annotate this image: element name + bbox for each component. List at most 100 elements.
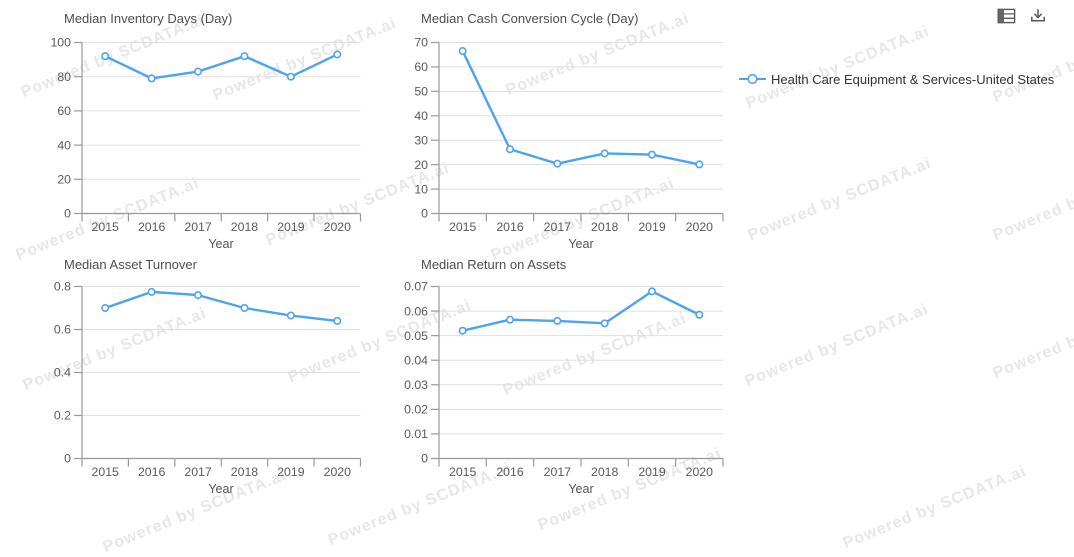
data-point-marker[interactable] (286, 311, 295, 320)
y-tick-label: 0 (421, 207, 428, 221)
x-tick-label: 2017 (184, 465, 212, 479)
data-point-marker[interactable] (553, 316, 562, 325)
data-point-marker[interactable] (101, 303, 110, 312)
data-point-marker[interactable] (147, 287, 156, 296)
y-tick-label: 40 (57, 138, 71, 152)
chart-median-inventory-days: 0 20 40 60 80 100 2015 2016 2017 2018 2019 2020 (50, 36, 362, 234)
watermark-text: Powered by SCDATA.ai (742, 300, 932, 391)
chart-median-cash-conversion-cycle: 0 10 20 30 40 50 60 70 2015 2016 2017 2018 2019 2020 (414, 36, 724, 234)
x-tick-label: 2015 (449, 220, 477, 234)
y-tick-label: 40 (414, 109, 428, 123)
y-tick-label: 20 (414, 158, 428, 172)
x-tick-label: 2016 (138, 220, 166, 234)
y-tick-label: 0.8 (54, 280, 71, 294)
y-tick-label: 0 (64, 452, 71, 466)
y-tick-label: 70 (414, 36, 428, 50)
y-tick-label: 0.06 (404, 304, 428, 318)
series-line (104, 290, 339, 323)
y-tick-label: 0 (421, 452, 428, 466)
y-tick-label: 100 (50, 36, 71, 50)
download-icon (1029, 7, 1047, 25)
data-point-marker[interactable] (695, 160, 704, 169)
watermark-text: Powered by SCDATA.ai (745, 154, 935, 245)
y-tick-label: 0.05 (404, 329, 428, 343)
x-tick-label: 2018 (591, 465, 619, 479)
data-point-marker[interactable] (101, 52, 110, 61)
data-point-marker[interactable] (458, 326, 467, 335)
x-tick-label: 2019 (638, 220, 666, 234)
data-point-marker[interactable] (240, 52, 249, 61)
watermark-text: Powered by SCDATA.ai (990, 155, 1074, 245)
y-tick-label: 10 (414, 182, 428, 196)
x-tick-label: 2017 (544, 220, 572, 234)
series-line (104, 53, 339, 80)
chart-median-return-on-assets: 0 0.01 0.02 0.03 0.04 0.05 0.06 0.07 2015 2016 201… (404, 280, 724, 479)
x-tick-label: 2015 (92, 220, 120, 234)
series-line (461, 49, 701, 166)
data-point-marker[interactable] (600, 149, 609, 158)
chart-title-return-on-assets: Median Return on Assets (421, 257, 567, 272)
data-point-marker[interactable] (240, 303, 249, 312)
data-point-marker[interactable] (505, 315, 514, 324)
series-line (461, 290, 701, 332)
watermark-text: Powered by SCDATA.ai (990, 17, 1074, 107)
chart-title-inventory-days: Median Inventory Days (Day) (64, 11, 233, 26)
data-point-marker[interactable] (147, 74, 156, 83)
x-axis-title: Year (208, 237, 234, 251)
chart-title-cash-conversion: Median Cash Conversion Cycle (Day) (421, 11, 639, 26)
data-point-marker[interactable] (600, 319, 609, 328)
data-point-marker[interactable] (553, 159, 562, 168)
watermark-text: Powered by SCDATA.ai (743, 22, 933, 113)
y-tick-label: 0.04 (404, 353, 428, 367)
y-tick-label: 0.03 (404, 378, 428, 392)
download-button[interactable] (1026, 4, 1050, 28)
chart-toolbar (994, 4, 1050, 28)
data-point-marker[interactable] (286, 72, 295, 81)
y-tick-label: 60 (57, 104, 71, 118)
x-tick-label: 2016 (138, 465, 166, 479)
data-point-marker[interactable] (647, 287, 656, 296)
x-tick-label: 2020 (324, 220, 352, 234)
chart-title-asset-turnover: Median Asset Turnover (64, 257, 197, 272)
x-tick-label: 2019 (638, 465, 666, 479)
legend-item[interactable]: Health Care Equipment & Services-United … (739, 70, 1054, 88)
data-point-marker[interactable] (695, 310, 704, 319)
chart-median-asset-turnover: 0 0.2 0.4 0.6 0.8 2015 2016 2017 2018 2019 2020 (54, 280, 362, 479)
y-tick-label: 0.02 (404, 403, 428, 417)
x-tick-label: 2020 (324, 465, 352, 479)
data-view-button[interactable] (994, 4, 1018, 28)
x-axis-title: Year (568, 237, 594, 251)
x-tick-label: 2018 (231, 220, 259, 234)
legend-line-marker-icon (739, 70, 766, 88)
watermark-text: Powered by SCDATA.ai (990, 293, 1074, 383)
x-tick-label: 2015 (92, 465, 120, 479)
y-tick-label: 50 (414, 85, 428, 99)
x-tick-label: 2020 (686, 220, 714, 234)
data-point-marker[interactable] (647, 150, 656, 159)
y-tick-label: 0.01 (404, 427, 428, 441)
x-tick-label: 2019 (277, 465, 305, 479)
x-tick-label: 2017 (184, 220, 212, 234)
data-point-marker[interactable] (505, 145, 514, 154)
y-tick-label: 30 (414, 133, 428, 147)
data-point-marker[interactable] (333, 50, 342, 59)
y-tick-label: 20 (57, 173, 71, 187)
y-tick-label: 0.4 (54, 366, 71, 380)
y-tick-label: 0 (64, 207, 71, 221)
table-icon (997, 7, 1016, 25)
y-tick-label: 80 (57, 70, 71, 84)
data-point-marker[interactable] (333, 316, 342, 325)
data-point-marker[interactable] (194, 291, 203, 300)
x-tick-label: 2015 (449, 465, 477, 479)
y-tick-label: 0.6 (54, 323, 71, 337)
legend-label: Health Care Equipment & Services-United … (771, 71, 1055, 87)
x-axis-title: Year (208, 482, 234, 496)
watermark-text: Powered by SCDATA.ai (840, 462, 1030, 553)
x-tick-label: 2018 (231, 465, 259, 479)
x-tick-label: 2018 (591, 220, 619, 234)
y-tick-label: 60 (414, 60, 428, 74)
y-tick-label: 0.07 (404, 280, 428, 294)
data-point-marker[interactable] (194, 67, 203, 76)
x-axis-title: Year (568, 482, 594, 496)
data-point-marker[interactable] (458, 47, 467, 56)
